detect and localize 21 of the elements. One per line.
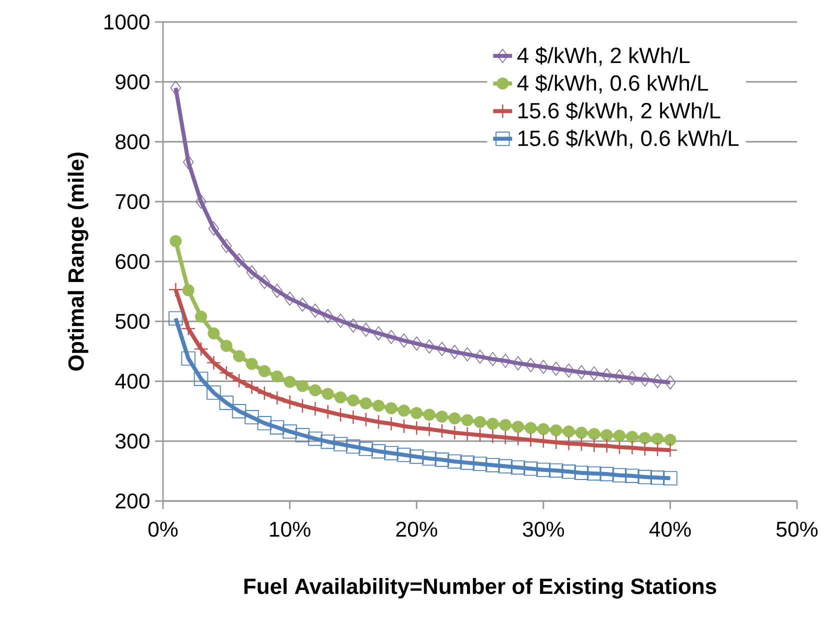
y-tick-label: 700 [116, 194, 150, 210]
y-tick-label: 300 [116, 434, 150, 449]
y-tick-label: 600 [116, 254, 150, 270]
x-tick-label: 0% [148, 522, 178, 537]
y-tick-label: 800 [116, 134, 150, 150]
legend-label: 4 $/kWh, 2 kWh/L [517, 46, 690, 66]
y-tick-label: 500 [116, 314, 150, 329]
legend-label: 15.6 $/kWh, 2 kWh/L [518, 102, 720, 122]
y-tick-label: 200 [116, 493, 150, 509]
x-tick-label: 20% [396, 522, 438, 537]
x-tick-label: 10% [270, 522, 310, 537]
y-tick-label: 1000 [104, 14, 150, 30]
legend-label: 4 $/kWh, 0.6 kWh/L [517, 74, 708, 94]
x-tick-label: 40% [649, 522, 691, 537]
y-axis-title: Optimal Range (mile) [68, 152, 88, 371]
x-axis-title: Fuel Availability=Number of Existing Stations [244, 578, 716, 599]
x-tick-label: 50% [776, 522, 818, 537]
legend-label: 15.6 $/kWh, 0.6 kWh/L [518, 130, 739, 149]
x-tick-label: 30% [522, 522, 564, 537]
y-tick-label: 400 [115, 374, 150, 389]
y-tick-label: 900 [116, 74, 150, 90]
